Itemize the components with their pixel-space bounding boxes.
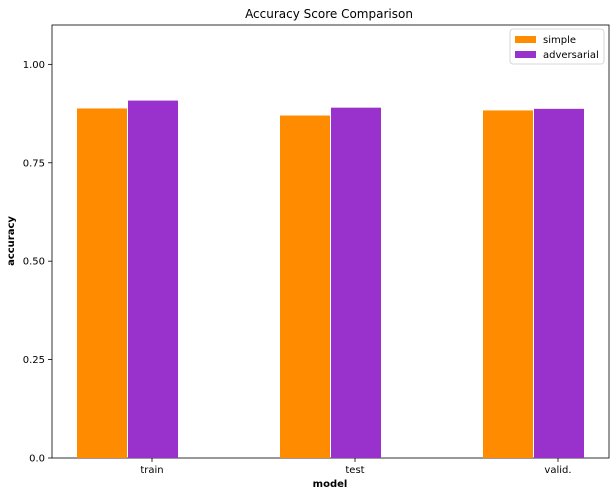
y-axis-label: accuracy [6,216,17,266]
y-tick-label: 0.75 [23,158,45,169]
bar-adversarial-train [128,100,178,458]
legend: simple adversarial [509,28,605,65]
x-axis: train test valid. [140,458,572,476]
legend-label-adversarial: adversarial [543,50,599,61]
y-tick-label: 0.25 [23,355,45,366]
y-tick-label: 0.50 [23,257,45,268]
bar-simple-valid [483,110,533,458]
legend-swatch-adversarial [515,51,536,58]
x-tick-label: test [345,465,364,476]
y-tick-label: 1.00 [23,60,45,71]
y-tick-label: 0.0 [29,454,45,465]
bar-simple-train [77,108,127,458]
x-tick-label: valid. [544,465,571,476]
bar-simple-test [280,115,330,458]
chart-title: Accuracy Score Comparison [245,7,413,21]
y-axis: 0.0 0.25 0.50 0.75 1.00 [23,60,52,465]
bar-adversarial-valid [534,108,584,458]
plot-area [51,24,610,459]
x-axis-label: model [313,479,348,490]
x-tick-label: train [140,465,163,476]
bar-adversarial-test [331,107,381,458]
legend-label-simple: simple [543,35,576,46]
legend-swatch-simple [515,36,536,43]
bars [77,100,584,458]
